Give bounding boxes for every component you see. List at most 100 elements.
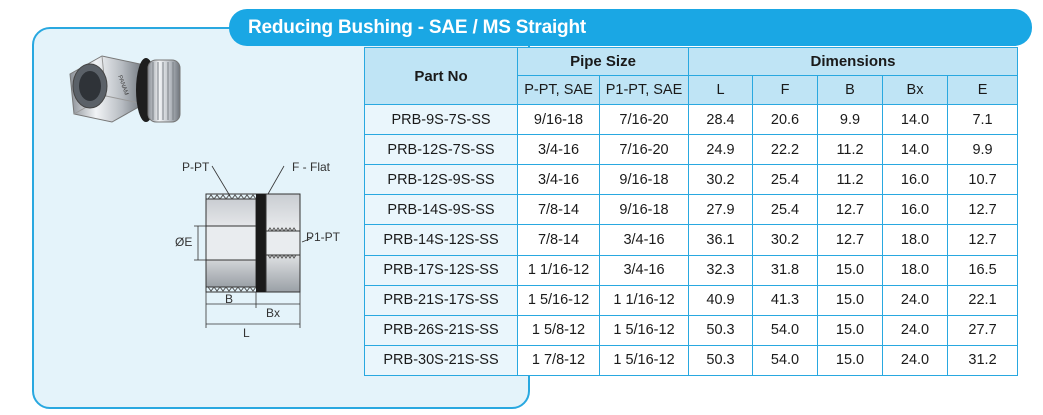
cell-b: 12.7 <box>817 224 884 256</box>
table-row: PRB-26S-21S-SS 1 5/8-12 1 5/16-12 50.3 54.0 1… <box>364 314 1019 346</box>
cell-b: 15.0 <box>817 284 884 316</box>
fitting-photo: PANAM <box>69 55 181 123</box>
cell-bx: 24.0 <box>882 284 949 316</box>
cell-p1-pt-sae: 1 5/16-12 <box>598 314 690 346</box>
label-l: L <box>243 326 250 340</box>
cell-part-no: PRB-14S-12S-SS <box>364 224 518 256</box>
cell-e: 16.5 <box>947 254 1019 286</box>
header-pipe-size: Pipe Size <box>516 47 690 76</box>
label-p1-pt: P1-PT <box>306 230 341 244</box>
cell-b: 9.9 <box>817 103 884 136</box>
cell-part-no: PRB-17S-12S-SS <box>364 254 518 286</box>
cell-part-no: PRB-26S-21S-SS <box>364 314 518 346</box>
cell-e: 12.7 <box>947 194 1019 226</box>
table-row: PRB-9S-7S-SS 9/16-18 7/16-20 28.4 20.6 9.9 14.… <box>364 103 1019 136</box>
cell-p1-pt-sae: 1 5/16-12 <box>598 344 690 377</box>
title-bar <box>229 9 1032 46</box>
cell-l: 32.3 <box>688 254 754 286</box>
cell-p-pt-sae: 3/4-16 <box>517 134 600 166</box>
header-p1-pt-sae: P1-PT, SAE <box>598 75 690 105</box>
header-f: F <box>752 75 819 105</box>
cell-part-no: PRB-14S-9S-SS <box>364 194 518 226</box>
cell-bx: 18.0 <box>882 254 949 286</box>
cell-l: 28.4 <box>688 103 754 136</box>
cell-p1-pt-sae: 3/4-16 <box>598 254 690 286</box>
label-p-pt: P-PT <box>182 160 210 174</box>
cell-l: 30.2 <box>688 164 754 196</box>
cell-e: 10.7 <box>947 164 1019 196</box>
cell-f: 20.6 <box>752 103 819 136</box>
page-title: Reducing Bushing - SAE / MS Straight <box>248 17 586 38</box>
dimensions-table: Part No Pipe Size Dimensions P-PT, SAE P… <box>364 47 1019 377</box>
cell-e: 12.7 <box>947 224 1019 256</box>
cell-p-pt-sae: 3/4-16 <box>517 164 600 196</box>
cell-l: 36.1 <box>688 224 754 256</box>
cell-b: 15.0 <box>817 254 884 286</box>
cell-e: 22.1 <box>947 284 1019 316</box>
cell-b: 12.7 <box>817 194 884 226</box>
table-row: PRB-12S-9S-SS 3/4-16 9/16-18 30.2 25.4 11.2 16… <box>364 164 1019 196</box>
cell-b: 11.2 <box>817 164 884 196</box>
cell-bx: 14.0 <box>882 103 949 136</box>
cell-e: 9.9 <box>947 134 1019 166</box>
label-f-flat: F - Flat <box>292 160 330 174</box>
cell-p1-pt-sae: 3/4-16 <box>598 224 690 256</box>
cell-f: 41.3 <box>752 284 819 316</box>
cell-f: 25.4 <box>752 194 819 226</box>
cell-p-pt-sae: 7/8-14 <box>517 194 600 226</box>
label-e: ØE <box>175 235 193 249</box>
cell-b: 11.2 <box>817 134 884 166</box>
cell-p-pt-sae: 1 1/16-12 <box>517 254 600 286</box>
cell-f: 54.0 <box>752 314 819 346</box>
header-e: E <box>947 75 1019 105</box>
cell-bx: 18.0 <box>882 224 949 256</box>
table-row: PRB-14S-9S-SS 7/8-14 9/16-18 27.9 25.4 12.7 16… <box>364 194 1019 226</box>
cell-f: 54.0 <box>752 344 819 377</box>
cell-bx: 14.0 <box>882 134 949 166</box>
header-dimensions: Dimensions <box>688 47 1019 76</box>
header-l: L <box>688 75 754 105</box>
cell-p1-pt-sae: 7/16-20 <box>598 103 690 136</box>
cell-p1-pt-sae: 9/16-18 <box>598 164 690 196</box>
fitting-drawing: PANAM <box>69 55 313 328</box>
cell-e: 27.7 <box>947 314 1019 346</box>
cell-p-pt-sae: 1 5/8-12 <box>517 314 600 346</box>
cell-p1-pt-sae: 1 1/16-12 <box>598 284 690 316</box>
label-bx: Bx <box>266 306 281 320</box>
cell-b: 15.0 <box>817 344 884 377</box>
cell-l: 40.9 <box>688 284 754 316</box>
cell-part-no: PRB-9S-7S-SS <box>364 103 518 136</box>
cell-l: 50.3 <box>688 314 754 346</box>
table-row: PRB-30S-21S-SS 1 7/8-12 1 5/16-12 50.3 54.0 1… <box>364 344 1019 377</box>
cell-p-pt-sae: 1 7/8-12 <box>517 344 600 377</box>
header-b: B <box>817 75 884 105</box>
section-drawing <box>194 165 313 328</box>
table-row: PRB-12S-7S-SS 3/4-16 7/16-20 24.9 22.2 11.2 14… <box>364 134 1019 166</box>
cell-e: 31.2 <box>947 344 1019 377</box>
cell-p1-pt-sae: 9/16-18 <box>598 194 690 226</box>
cell-f: 31.8 <box>752 254 819 286</box>
header-bx: Bx <box>882 75 949 105</box>
header-p-pt-sae: P-PT, SAE <box>517 75 600 105</box>
cell-bx: 16.0 <box>882 194 949 226</box>
cell-part-no: PRB-12S-7S-SS <box>364 134 518 166</box>
product-illustration: PANAM <box>40 46 358 346</box>
cell-f: 25.4 <box>752 164 819 196</box>
cell-f: 30.2 <box>752 224 819 256</box>
table-row: PRB-21S-17S-SS 1 5/16-12 1 1/16-12 40.9 41.3… <box>364 284 1019 316</box>
cell-f: 22.2 <box>752 134 819 166</box>
label-b: B <box>225 292 234 306</box>
table-body: PRB-9S-7S-SS 9/16-18 7/16-20 28.4 20.6 9.9 14.… <box>364 103 1019 377</box>
table-row: PRB-14S-12S-SS 7/8-14 3/4-16 36.1 30.2 12.7 18… <box>364 224 1019 256</box>
cell-e: 7.1 <box>947 103 1019 136</box>
cell-p-pt-sae: 9/16-18 <box>517 103 600 136</box>
cell-l: 24.9 <box>688 134 754 166</box>
cell-bx: 24.0 <box>882 314 949 346</box>
cell-part-no: PRB-12S-9S-SS <box>364 164 518 196</box>
cell-b: 15.0 <box>817 314 884 346</box>
cell-part-no: PRB-30S-21S-SS <box>364 344 518 377</box>
cell-l: 50.3 <box>688 344 754 377</box>
cell-part-no: PRB-21S-17S-SS <box>364 284 518 316</box>
cell-p1-pt-sae: 7/16-20 <box>598 134 690 166</box>
cell-bx: 16.0 <box>882 164 949 196</box>
